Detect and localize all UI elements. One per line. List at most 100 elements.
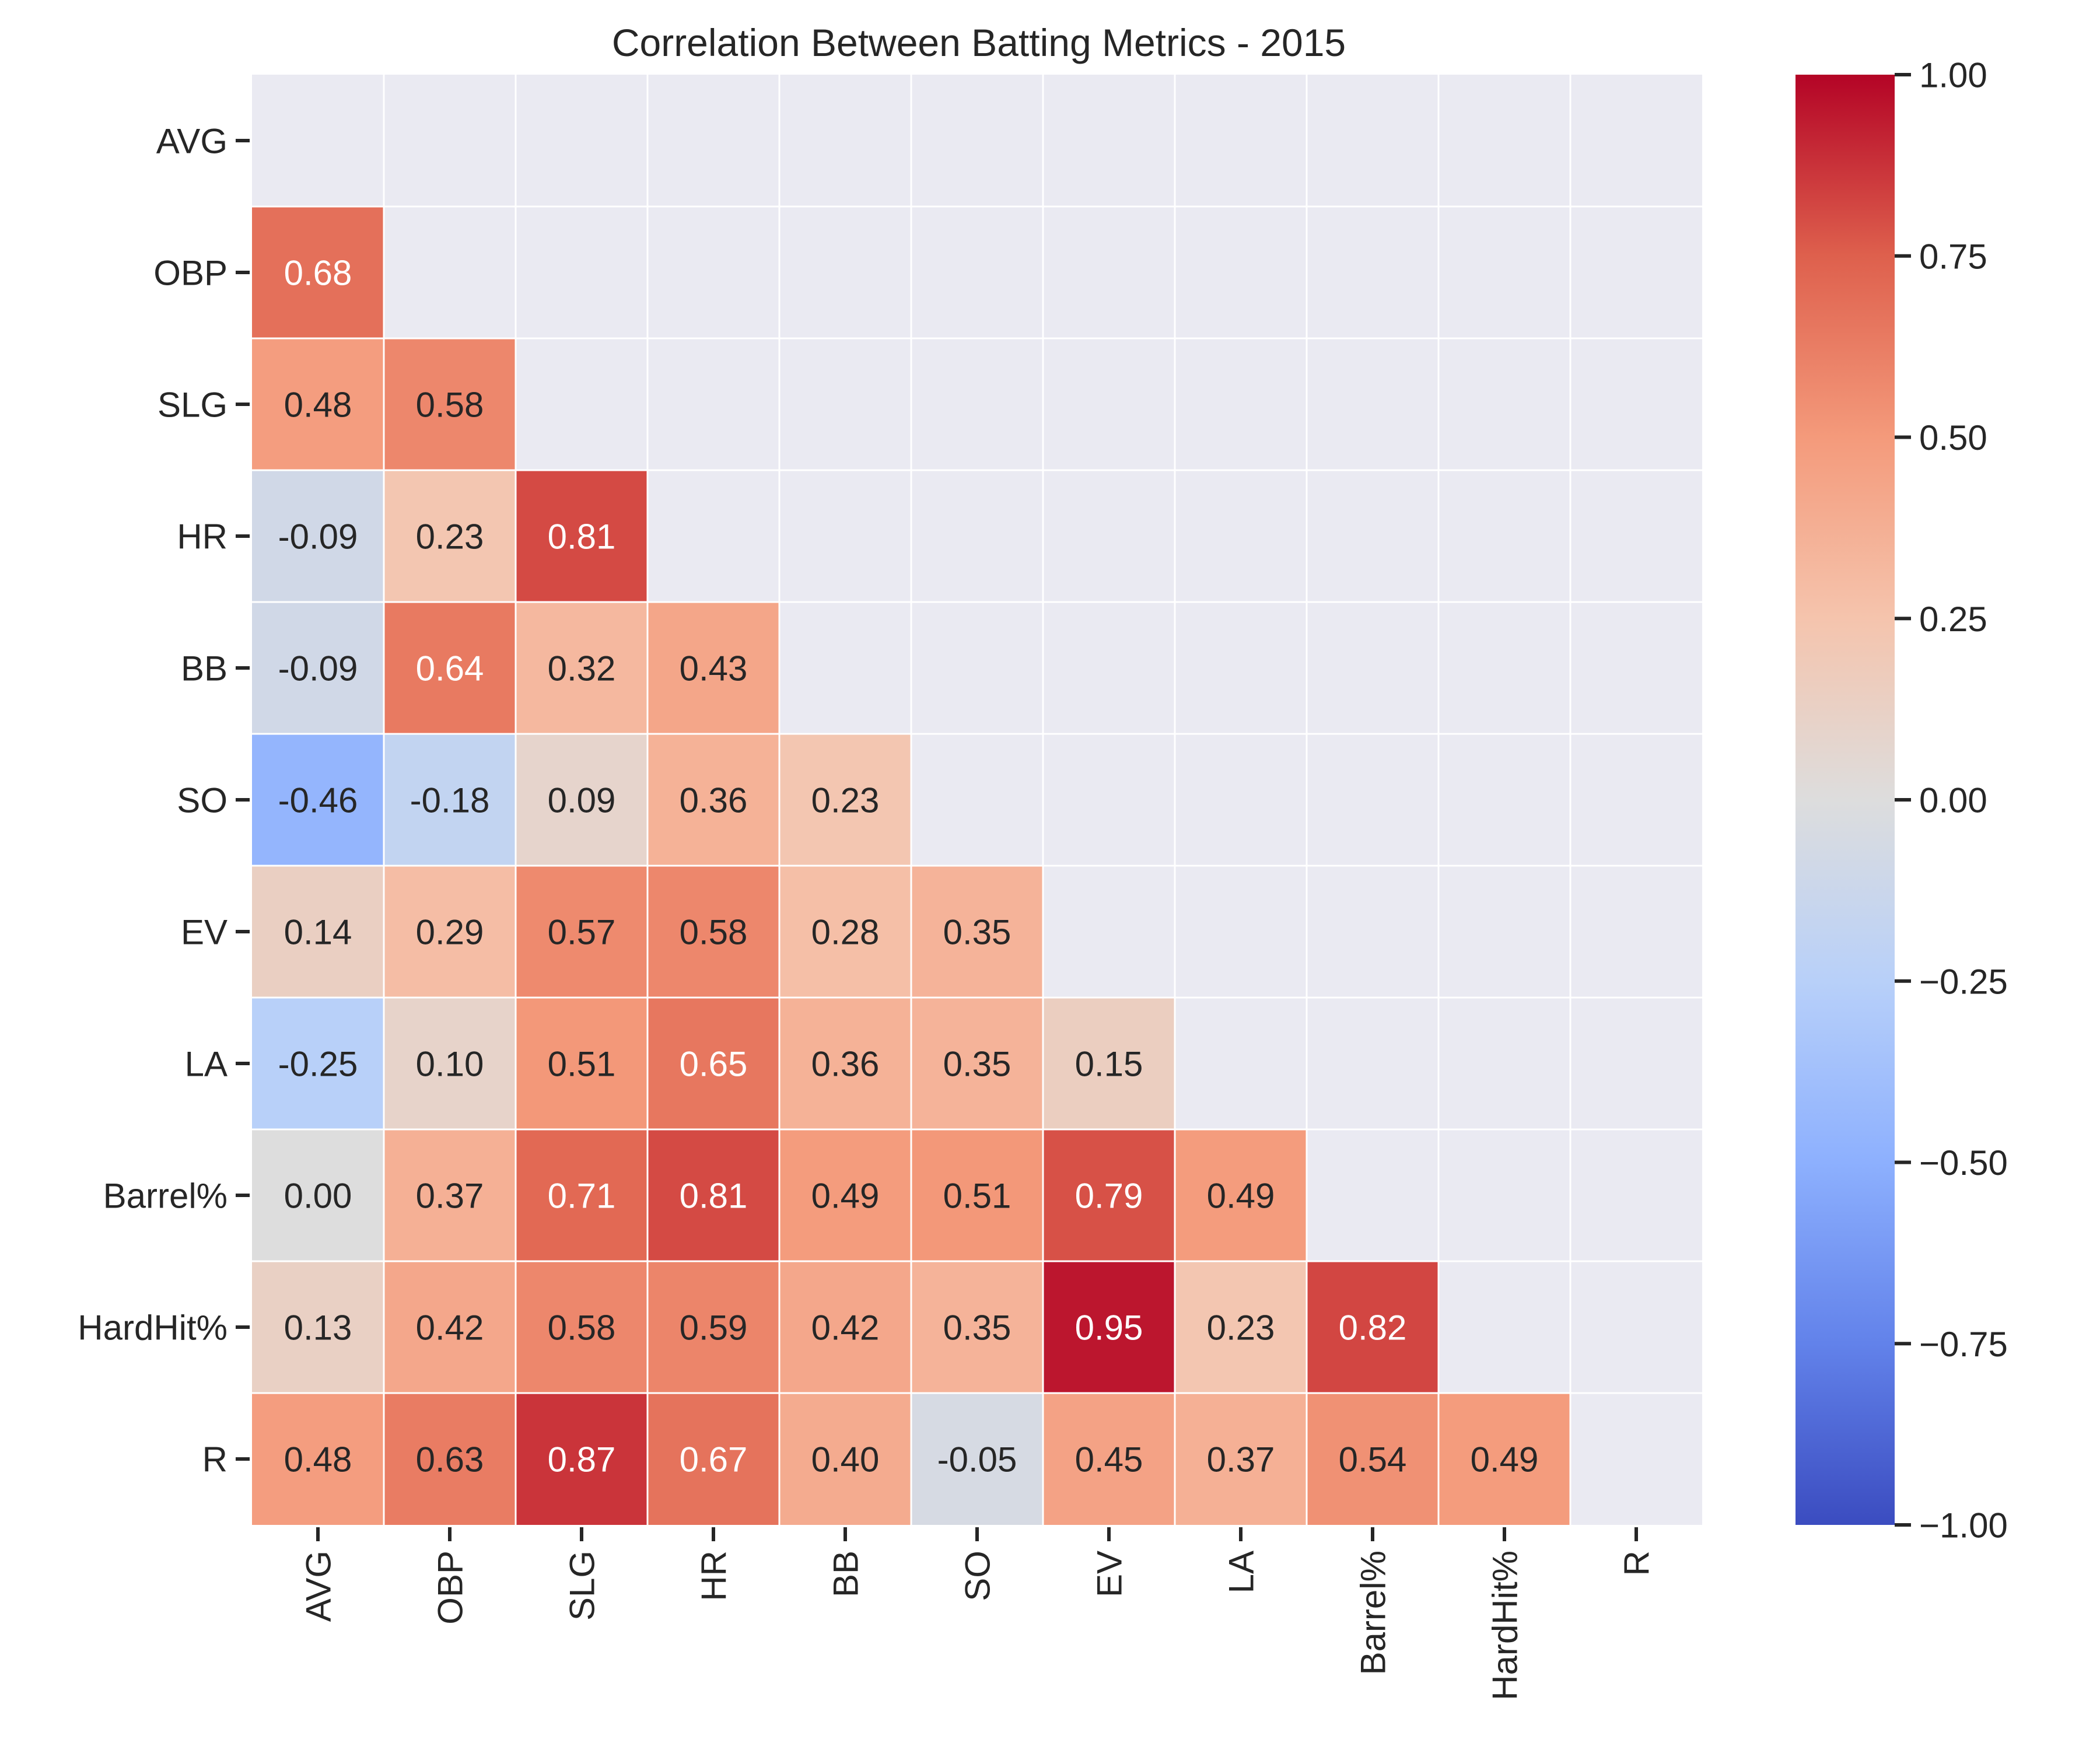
y-tick-label: SLG: [158, 386, 228, 425]
cell-value-label: 0.58: [680, 913, 748, 952]
cell-value-label: 0.42: [811, 1308, 880, 1348]
heatmap-cell-R-Barrel%: [1307, 1393, 1438, 1525]
cell-value-label: 0.64: [416, 649, 484, 688]
heatmap-cell-R-AVG: [252, 1393, 384, 1525]
cell-value-label: 0.00: [284, 1177, 352, 1216]
cell-value-label: 0.68: [284, 254, 352, 293]
colorbar-tick-label: 0.25: [1919, 600, 1987, 639]
y-axis: AVG OBP SLG HR BB SO EV LA Barrel% HardHit% R: [78, 122, 250, 1479]
heatmap-cell-LA-HR: [648, 998, 779, 1129]
heatmap-cell-HR-AVG: [252, 470, 384, 602]
x-tick-label: OBP: [431, 1551, 470, 1625]
x-tick-label: R: [1618, 1551, 1657, 1576]
heatmap-cell-LA-OBP: [384, 998, 516, 1129]
chart-title: Correlation Between Batting Metrics - 20…: [612, 21, 1346, 64]
cell-value-label: 0.10: [416, 1045, 484, 1084]
y-tick-label: SO: [177, 781, 228, 820]
heatmap-cell-HardHit%-LA: [1175, 1261, 1307, 1393]
x-tick-label: AVG: [299, 1551, 338, 1622]
heatmap-cell-HardHit%-Barrel%: [1307, 1261, 1438, 1393]
colorbar: 1.00 0.75 0.50 0.25 0.00 −0.25 −0.50 −0.75 −1.00: [1796, 56, 2008, 1545]
heatmap-cell-HardHit%-EV: [1043, 1261, 1175, 1393]
heatmap-cell-SO-HR: [648, 734, 779, 866]
cell-value-label: 0.43: [680, 649, 748, 688]
heatmap-cell-Barrel%-LA: [1175, 1129, 1307, 1261]
y-tick-label: EV: [181, 913, 228, 952]
y-tick-label: LA: [185, 1045, 228, 1084]
heatmap-cell-Barrel%-OBP: [384, 1129, 516, 1261]
heatmap-cell-Barrel%-SLG: [516, 1129, 648, 1261]
heatmap-cell-R-OBP: [384, 1393, 516, 1525]
heatmap-cell-R-SO: [911, 1393, 1043, 1525]
heatmap-cell-EV-OBP: [384, 866, 516, 998]
heatmap-cell-LA-SO: [911, 998, 1043, 1129]
heatmap-cell-Barrel%-BB: [779, 1129, 911, 1261]
cell-value-label: 0.09: [548, 781, 616, 820]
heatmap-cell-EV-HR: [648, 866, 779, 998]
cell-value-label: -0.25: [278, 1045, 358, 1084]
heatmap-cell-R-BB: [779, 1393, 911, 1525]
x-axis: AVG OBP SLG HR BB SO EV LA Barrel% HardHit% R: [299, 1527, 1657, 1700]
heatmap-cell-BB-AVG: [252, 602, 384, 734]
heatmap-cell-R-LA: [1175, 1393, 1307, 1525]
cell-value-label: 0.23: [1207, 1308, 1275, 1348]
cell-value-label: 0.37: [1207, 1440, 1275, 1479]
y-tick-label: HardHit%: [78, 1308, 228, 1348]
cell-value-label: -0.46: [278, 781, 358, 820]
colorbar-tick-label: −0.50: [1919, 1143, 2008, 1182]
heatmap-cell-LA-SLG: [516, 998, 648, 1129]
heatmap-cell-BB-OBP: [384, 602, 516, 734]
cell-value-label: 0.37: [416, 1177, 484, 1216]
cell-value-label: -0.09: [278, 649, 358, 688]
cell-value-label: 0.58: [416, 386, 484, 425]
cell-value-label: 0.67: [680, 1440, 748, 1479]
cell-value-label: 0.95: [1075, 1308, 1143, 1348]
cell-value-label: 0.14: [284, 913, 352, 952]
cell-value-label: 0.54: [1339, 1440, 1407, 1479]
cell-value-label: 0.59: [680, 1308, 748, 1348]
cell-value-label: 0.29: [416, 913, 484, 952]
cell-value-label: 0.23: [811, 781, 880, 820]
heatmap-cell-EV-AVG: [252, 866, 384, 998]
heatmap-cell-R-HardHit%: [1438, 1393, 1570, 1525]
x-tick-label: LA: [1222, 1551, 1261, 1593]
heatmap-cell-LA-AVG: [252, 998, 384, 1129]
cell-value-label: 0.82: [1339, 1308, 1407, 1348]
colorbar-tick-label: 0.50: [1919, 418, 1987, 457]
cell-value-label: 0.35: [943, 1045, 1012, 1084]
x-tick-label: BB: [827, 1551, 866, 1597]
heatmap-cell-Barrel%-EV: [1043, 1129, 1175, 1261]
x-tick-label: SO: [958, 1551, 998, 1601]
heatmap-cell-BB-SLG: [516, 602, 648, 734]
colorbar-tick-label: −0.25: [1919, 962, 2008, 1001]
heatmap-cell-HardHit%-SLG: [516, 1261, 648, 1393]
cell-value-label: 0.36: [680, 781, 748, 820]
colorbar-tick-label: 1.00: [1919, 56, 1987, 95]
cell-value-label: 0.15: [1075, 1045, 1143, 1084]
heatmap-cell-SO-SLG: [516, 734, 648, 866]
colorbar-tick-label: 0.00: [1919, 781, 1987, 820]
heatmap-cell-HardHit%-AVG: [252, 1261, 384, 1393]
cell-value-label: 0.71: [548, 1177, 616, 1216]
cell-value-label: 0.49: [1471, 1440, 1539, 1479]
y-tick-label: HR: [177, 517, 228, 557]
heatmap-cell-SO-OBP: [384, 734, 516, 866]
cell-value-label: 0.81: [680, 1177, 748, 1216]
cell-value-label: 0.51: [548, 1045, 616, 1084]
heatmap-cell-SLG-AVG: [252, 338, 384, 470]
heatmap-cell-HardHit%-HR: [648, 1261, 779, 1393]
cell-value-label: 0.32: [548, 649, 616, 688]
y-tick-label: OBP: [153, 254, 228, 293]
cell-value-label: 0.48: [284, 1440, 352, 1479]
heatmap-cell-BB-HR: [648, 602, 779, 734]
cell-value-label: 0.81: [548, 517, 616, 557]
cell-value-label: 0.35: [943, 913, 1012, 952]
heatmap-cell-EV-BB: [779, 866, 911, 998]
heatmap-gridlines: [252, 75, 1702, 1525]
heatmap-cell-OBP-AVG: [252, 207, 384, 338]
heatmap-cell-Barrel%-SO: [911, 1129, 1043, 1261]
heatmap-cell-EV-SLG: [516, 866, 648, 998]
colorbar-tick-label: 0.75: [1919, 237, 1987, 276]
colorbar-gradient: [1796, 75, 1895, 1525]
